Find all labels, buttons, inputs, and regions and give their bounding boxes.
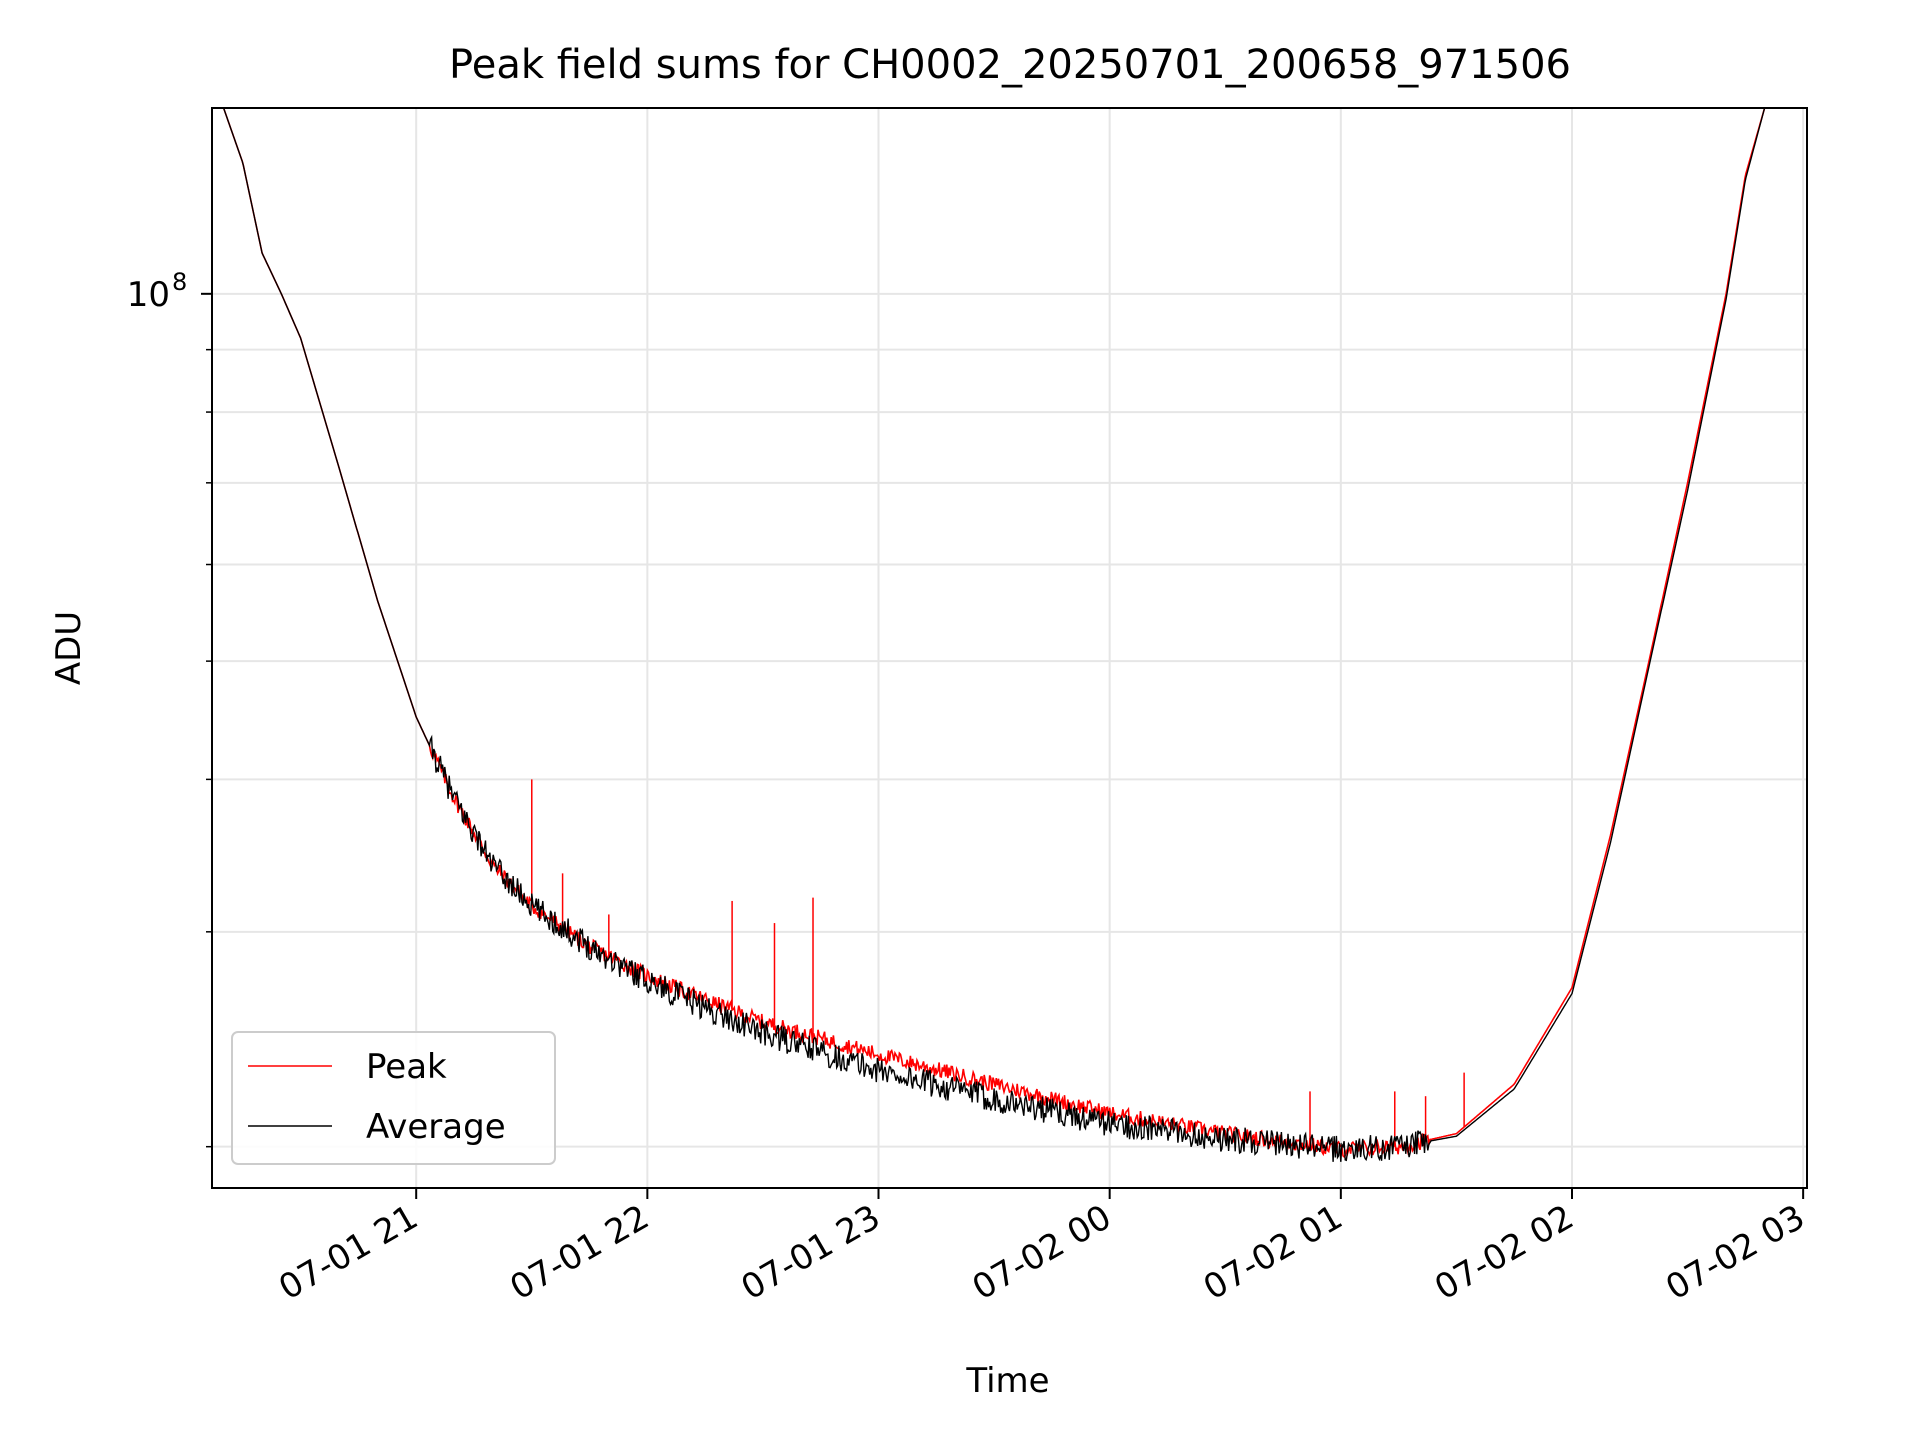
y-tick-label: 10: [127, 275, 170, 315]
legend-peak-label: Peak: [366, 1047, 447, 1087]
x-axis-label: Time: [965, 1361, 1049, 1401]
plot-area: [222, 108, 1766, 1162]
legend: Peak Average: [231, 1031, 556, 1165]
y-axis-label: ADU: [49, 611, 89, 685]
series-average-line: [222, 108, 1766, 1162]
grid: [212, 108, 1807, 1188]
axes-frame: [211, 107, 1808, 1189]
legend-box: [231, 1031, 556, 1165]
chart-title: Peak field sums for CH0002_20250701_2006…: [449, 42, 1571, 88]
y-tick-label-exponent: 8: [172, 268, 187, 296]
legend-average-label: Average: [366, 1107, 506, 1147]
